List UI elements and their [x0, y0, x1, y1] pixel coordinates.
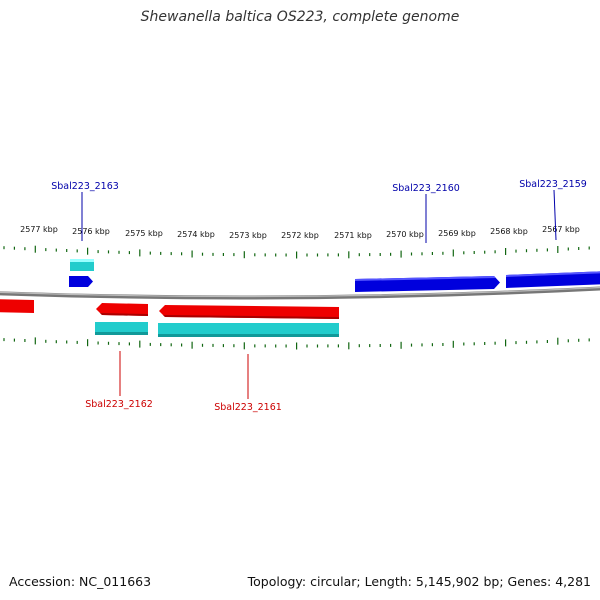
tick-label: 2576 kbp: [72, 227, 110, 236]
gene-left-partial[interactable]: [0, 299, 34, 313]
gene-sbal223-2161[interactable]: [158, 305, 339, 337]
accession-text: Accession: NC_011663: [9, 574, 152, 589]
gene-arrow[interactable]: [96, 303, 148, 316]
tick-label: 2569 kbp: [438, 229, 476, 238]
gene-arrow-shadow: [100, 313, 148, 316]
gene-sbal223-2162[interactable]: [95, 303, 148, 335]
bottom-tick-row: [3, 337, 590, 350]
tick-label: 2568 kbp: [490, 227, 528, 236]
cds-feature[interactable]: [95, 322, 148, 335]
gene-arrow-highlight: [355, 276, 496, 281]
tick-label: 2572 kbp: [281, 231, 319, 240]
top-tick-row: [3, 245, 590, 259]
gene-arrow[interactable]: [69, 276, 93, 287]
genome-backbone: [0, 286, 600, 300]
gene-arrow-shadow: [163, 315, 339, 319]
tick-label: 2574 kbp: [177, 230, 215, 239]
gene-arrow[interactable]: [0, 299, 34, 313]
gene-label-sbal223-2159[interactable]: Sbal223_2159: [519, 179, 587, 190]
cds-shadow: [95, 332, 148, 335]
tick-label: 2575 kbp: [125, 229, 163, 238]
gene-label-sbal223-2160[interactable]: Sbal223_2160: [392, 183, 460, 194]
cds-highlight: [70, 259, 94, 262]
gene-label-sbal223-2161[interactable]: Sbal223_2161: [214, 402, 282, 413]
genome-backbone-highlight: [0, 286, 600, 298]
tick-label: 2573 kbp: [229, 231, 267, 240]
gene-label-sbal223-2163[interactable]: Sbal223_2163: [51, 181, 119, 192]
gene-sbal223-2160[interactable]: [355, 276, 500, 292]
tick-label: 2577 kbp: [20, 225, 58, 234]
gene-sbal223-2159[interactable]: [506, 271, 600, 288]
gene-labels: Sbal223_2163 Sbal223_2160 Sbal223_2159 S…: [51, 179, 587, 413]
gene-arrow-highlight: [506, 271, 600, 277]
tick-label: 2567 kbp: [542, 225, 580, 234]
gene-label-sbal223-2162[interactable]: Sbal223_2162: [85, 399, 153, 410]
scale-labels: 2577 kbp 2576 kbp 2575 kbp 2574 kbp 2573…: [20, 225, 580, 240]
tick-label: 2570 kbp: [386, 230, 424, 239]
gene-sbal223-2163[interactable]: [69, 259, 94, 287]
map-title: Shewanella baltica OS223, complete genom…: [140, 9, 460, 25]
tick-label: 2571 kbp: [334, 231, 372, 240]
cds-shadow: [158, 334, 339, 337]
genome-summary-text: Topology: circular; Length: 5,145,902 bp…: [247, 574, 591, 589]
cds-feature[interactable]: [158, 323, 339, 337]
leader-line: [553, 189, 557, 241]
